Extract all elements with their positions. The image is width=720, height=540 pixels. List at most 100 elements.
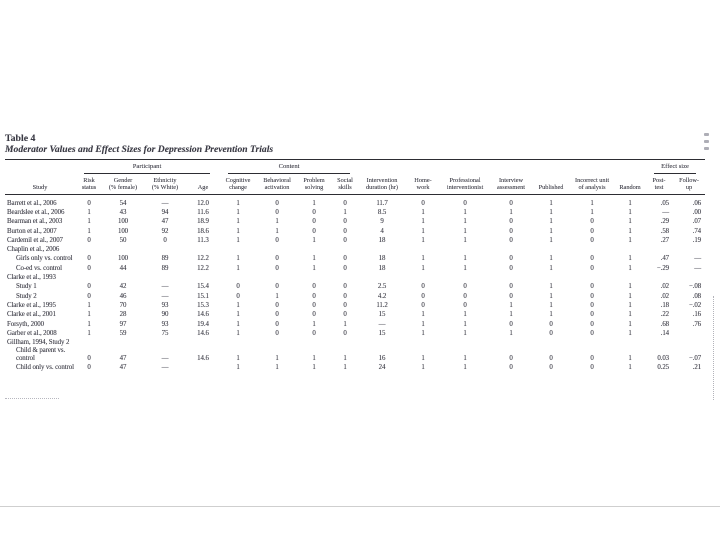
col-group-content-cell: Content	[219, 160, 359, 174]
value-cell: 1	[312, 364, 316, 372]
value-cell: 44	[119, 264, 127, 272]
value-cell	[257, 245, 297, 254]
value-cell: 2.5	[377, 283, 387, 291]
value-cell: 1	[236, 364, 240, 372]
table-row: Clarke et al., 1995 1 70 93 15.3 1 0 0 0 11.2 0 0 1 1…	[5, 301, 705, 310]
value-cell	[219, 245, 257, 254]
col-header-15: Random	[615, 173, 646, 196]
table-row: Forsyth, 2000 1 97 93 19.4 1 0 1 1 — 1 1 0 0 0 1 .68 .76	[5, 319, 705, 328]
value-cell: 75	[161, 329, 169, 337]
value-cell: 0	[87, 255, 91, 263]
value-cell: 1	[549, 292, 553, 300]
value-cell	[673, 338, 705, 347]
value-cell: —	[161, 355, 169, 363]
value-cell: 0	[590, 364, 594, 372]
value-cell	[297, 245, 331, 254]
table-row: Burton et al., 2007 1 100 92 18.6 1 1 0 0 4 1 1 0 1 0 1…	[5, 226, 705, 235]
study-cell: Beardslee et al., 2006	[7, 208, 65, 216]
value-cell: 1	[463, 227, 467, 235]
value-cell: 1	[463, 364, 467, 372]
value-cell: 14.6	[197, 329, 209, 337]
study-cell: Garber et al., 2008	[7, 329, 57, 337]
col-header-10: Home- work	[405, 173, 442, 196]
value-cell: 59	[119, 329, 127, 337]
value-cell: 1	[549, 218, 553, 226]
value-cell: 0	[312, 292, 316, 300]
value-cell	[645, 338, 673, 347]
value-cell: 89	[161, 264, 169, 272]
value-cell: 1	[236, 236, 240, 244]
value-cell: .22	[660, 311, 670, 319]
value-cell: 1	[312, 199, 316, 207]
value-cell: 1	[312, 264, 316, 272]
table-row: Cardemil et al., 2007 0 50 0 11.3 1 0 1 0 18 1 1 0 1 0…	[5, 236, 705, 245]
value-cell: 0	[312, 283, 316, 291]
value-cell: 54	[119, 199, 127, 207]
value-cell: 1	[628, 329, 632, 337]
value-cell: 1	[509, 311, 513, 319]
study-cell: Cardemil et al., 2007	[7, 236, 63, 244]
value-cell	[673, 273, 705, 282]
table-row: Girls only vs. control 0 100 89 12.2 1 0 1 0 18 1 1…	[5, 254, 705, 263]
table-row: Barrett et al., 2006 0 54 — 12.0 1 0 1 0 11.7 0 0 0 1…	[5, 195, 705, 208]
value-cell: 93	[161, 301, 169, 309]
value-cell: 1	[236, 355, 240, 363]
value-cell: —	[662, 208, 670, 216]
value-cell: .06	[692, 199, 702, 207]
value-cell: 1	[421, 329, 425, 337]
value-cell: 1	[628, 364, 632, 372]
value-cell: 1	[236, 227, 240, 235]
col-header-11: Professional interventionist	[441, 173, 490, 196]
value-cell: 1	[628, 199, 632, 207]
value-cell: 1	[236, 208, 240, 216]
value-cell: 1	[87, 301, 91, 309]
value-cell: 1	[343, 355, 347, 363]
value-cell: 0	[343, 236, 347, 244]
value-cell: 0	[236, 283, 240, 291]
value-cell: 100	[117, 255, 129, 263]
value-cell	[103, 273, 143, 282]
study-cell: Gillham, 1994, Study 2	[7, 339, 70, 347]
value-cell: .18	[660, 301, 670, 309]
value-cell: .02	[660, 283, 670, 291]
value-cell: 18	[378, 236, 386, 244]
study-cell: Barrett et al., 2006	[7, 199, 57, 207]
value-cell: 1	[236, 218, 240, 226]
value-cell: .27	[660, 236, 670, 244]
value-cell: 0	[275, 283, 279, 291]
value-cell	[645, 245, 673, 254]
value-cell: 0	[275, 320, 279, 328]
value-cell	[143, 245, 187, 254]
value-cell: 0	[275, 301, 279, 309]
value-cell: 4.2	[377, 292, 387, 300]
value-cell: 1	[421, 311, 425, 319]
value-cell: 1	[421, 255, 425, 263]
col-header-9: Intervention duration (hr)	[359, 173, 406, 196]
value-cell	[257, 273, 297, 282]
value-cell: 0	[509, 218, 513, 226]
value-cell: 1	[421, 320, 425, 328]
value-cell: 1	[628, 320, 632, 328]
value-cell: 11.3	[197, 236, 209, 244]
value-cell: 0	[275, 311, 279, 319]
value-cell: 0	[87, 264, 91, 272]
study-cell: Burton et al., 2007	[7, 227, 57, 235]
value-cell: 0	[421, 199, 425, 207]
value-cell: —	[694, 255, 702, 263]
value-cell: 0	[590, 320, 594, 328]
col-header-16: Post- test	[645, 173, 674, 196]
value-cell: 15	[378, 311, 386, 319]
value-cell: 0	[343, 227, 347, 235]
col-header-6: Behavioral activation	[257, 173, 298, 196]
value-cell: 0	[275, 264, 279, 272]
value-cell: 1	[628, 227, 632, 235]
value-cell: 1	[236, 199, 240, 207]
col-group-participant-cell: Participant	[75, 160, 219, 174]
col-group-spacer-mid-cell	[359, 160, 645, 174]
value-cell: 0	[549, 355, 553, 363]
value-cell: 1	[549, 227, 553, 235]
study-cell: Study 2	[16, 292, 37, 300]
value-cell: 0	[87, 364, 91, 372]
value-cell: 1	[463, 329, 467, 337]
value-cell: .14	[660, 329, 670, 337]
